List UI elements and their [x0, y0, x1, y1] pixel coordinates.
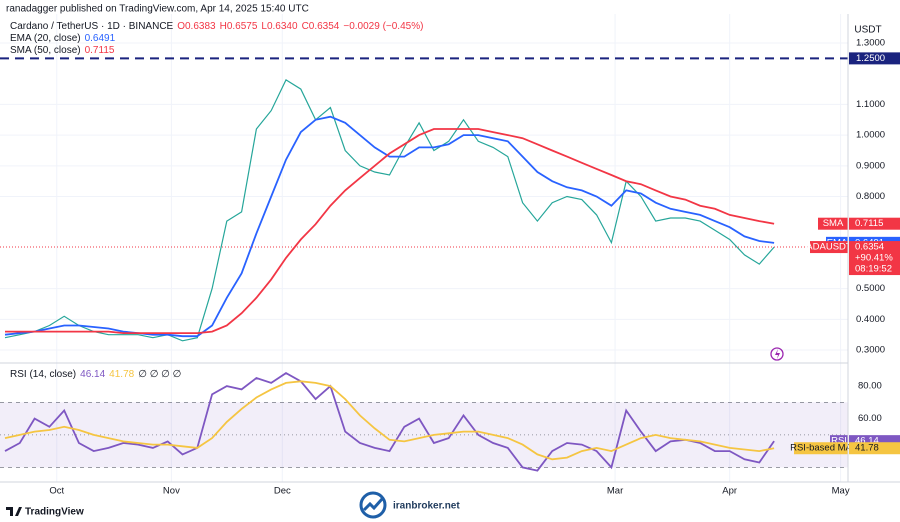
legend-value: 41.78 [109, 369, 134, 380]
tag-name: RSI [831, 436, 847, 447]
tag-value: 46.14 [855, 436, 879, 447]
watermark-icon [359, 491, 387, 519]
logo-mark [6, 507, 22, 516]
legend: SMA (50, close) 0.7115 [10, 45, 115, 56]
series-line [5, 128, 775, 334]
y-tick-label: 0.5000 [856, 283, 885, 294]
axis-unit: USDT [854, 25, 881, 36]
tag-extra: 08:19:52 [855, 264, 892, 275]
level-tag-label: 1.2500 [856, 53, 885, 64]
tag-name: RSI-based MA [790, 443, 852, 454]
x-tick-label: Apr [722, 486, 737, 497]
tag-value: 0.7115 [855, 218, 883, 229]
legend-value: 0.6491 [85, 33, 116, 44]
legend: RSI (14, close) 46.14 41.78 ∅ ∅ ∅ ∅ [10, 369, 181, 380]
ohlc-value: L0.6340 [261, 21, 298, 32]
y-tick-label: 60.00 [858, 413, 882, 424]
watermark: iranbroker.net [359, 491, 460, 519]
grid [0, 14, 848, 482]
tag-value: 0.6354 [855, 242, 884, 253]
legend-value: 0.7115 [85, 45, 115, 56]
x-tick-label: Dec [274, 486, 291, 497]
tag-value-box [849, 217, 900, 230]
legend-name: EMA (20, close) [10, 33, 81, 44]
ohlc-value: H0.6575 [220, 21, 258, 32]
tag-name-box [818, 217, 848, 230]
y-tick-label: 1.3000 [856, 38, 885, 49]
y-tick-label: 0.9000 [856, 160, 885, 171]
tag-value-box [849, 241, 900, 276]
y-tick-label: 80.00 [858, 381, 882, 392]
y-tick-label: 1.0000 [856, 130, 885, 141]
x-tick-label: Nov [163, 486, 180, 497]
legend: EMA (20, close) 0.6491 [10, 33, 116, 44]
tag-name-box [810, 241, 848, 254]
ohlc-value: O0.6383 [177, 21, 216, 32]
y-tick-label: 0.4000 [856, 314, 885, 325]
x-tick-label: Mar [607, 486, 623, 497]
alert-bolt [775, 349, 780, 359]
y-tick-label: 0.3000 [856, 345, 885, 356]
plot [0, 57, 848, 472]
watermark-arrow [362, 498, 384, 512]
publisher: ranadagger published on TradingView.com,… [6, 4, 309, 15]
series-line [4, 372, 775, 472]
y-tick-label: 0.8000 [856, 191, 885, 202]
series-line [4, 380, 775, 461]
tag-name-box [794, 442, 848, 455]
watermark-text: iranbroker.net [393, 501, 460, 512]
x-tick-label: Oct [49, 486, 64, 497]
tv-logo: TradingView [6, 507, 84, 518]
logo-text: TradingView [25, 507, 84, 518]
price-change: −0.0029 (−0.45%) [343, 21, 423, 32]
legend-name: SMA (50, close) [10, 45, 81, 56]
x-tick-label: May [832, 486, 850, 497]
legend: Cardano / TetherUS · 1D · BINANCE O0.6383… [10, 21, 423, 32]
ohlc-value: C0.6354 [302, 21, 340, 32]
alert-icon[interactable] [770, 347, 784, 361]
legend-extra: ∅ ∅ ∅ ∅ [138, 369, 181, 380]
tag-value-box [849, 442, 900, 455]
series-line [4, 79, 775, 342]
level-tag [849, 52, 900, 65]
y-tick-label: 1.1000 [856, 99, 885, 110]
tag-value: 41.78 [855, 443, 879, 454]
symbol-title: Cardano / TetherUS · 1D · BINANCE [10, 21, 174, 32]
legend-name: RSI (14, close) [10, 369, 76, 380]
legend-value: 46.14 [80, 369, 105, 380]
tag-name: ADAUSDT [806, 242, 852, 253]
axes: Oct Nov Dec Mar Apr May 0.3000 0.4000 0.5000 0.80… [49, 38, 900, 497]
tag-name: SMA [823, 218, 844, 229]
tag-extra: +90.41% [855, 253, 893, 264]
